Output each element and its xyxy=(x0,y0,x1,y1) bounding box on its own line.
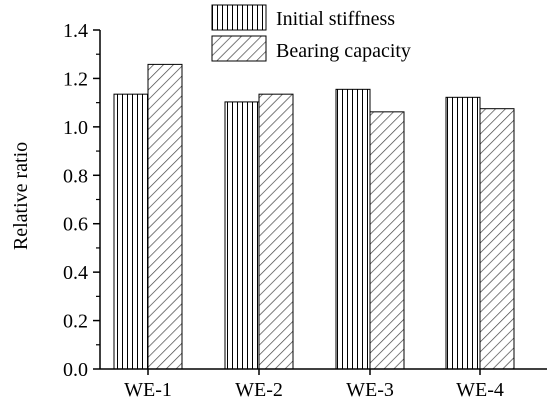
bars-layer xyxy=(113,63,515,370)
x-tick-label-we-2: WE-2 xyxy=(235,379,283,401)
y-axis-title: Relative ratio xyxy=(10,142,32,250)
legend-swatch-bearing-capacity xyxy=(211,35,267,62)
y-tick-label: 1.4 xyxy=(63,20,88,42)
x-tick-label-we-1: WE-1 xyxy=(124,379,172,401)
y-tick-label: 1.2 xyxy=(63,68,88,90)
legend-swatch-initial-stiffness xyxy=(211,4,267,31)
y-ticks-layer: 0.0 0.2 0.4 0.6 0.8 1.0 1.2 1.4 xyxy=(63,20,100,381)
y-tick-label: 0.6 xyxy=(63,214,88,236)
bar-we-1-bearing-capacity xyxy=(147,63,183,370)
y-tick-label: 0.8 xyxy=(63,165,88,187)
bar-we-4-initial-stiffness xyxy=(445,96,481,370)
bar-we-3-bearing-capacity xyxy=(369,111,405,370)
y-tick-label: 0.0 xyxy=(63,359,88,381)
bar-we-3-initial-stiffness xyxy=(335,88,371,370)
x-ticks-layer: WE-1 WE-2 WE-3 WE-4 xyxy=(124,369,504,401)
x-tick-label-we-4: WE-4 xyxy=(456,379,504,401)
legend-label-initial-stiffness: Initial stiffness xyxy=(276,8,395,30)
y-tick-label: 0.4 xyxy=(63,262,88,284)
y-tick-label: 1.0 xyxy=(63,117,88,139)
x-tick-label-we-3: WE-3 xyxy=(346,379,394,401)
legend-label-bearing-capacity: Bearing capacity xyxy=(276,40,411,62)
legend: Initial stiffness Bearing capacity xyxy=(211,4,411,62)
bar-we-2-bearing-capacity xyxy=(258,93,294,370)
bar-we-4-bearing-capacity xyxy=(479,108,515,370)
bar-we-1-initial-stiffness xyxy=(113,93,149,370)
y-tick-label: 0.2 xyxy=(63,311,88,333)
bar-we-2-initial-stiffness xyxy=(224,101,260,370)
